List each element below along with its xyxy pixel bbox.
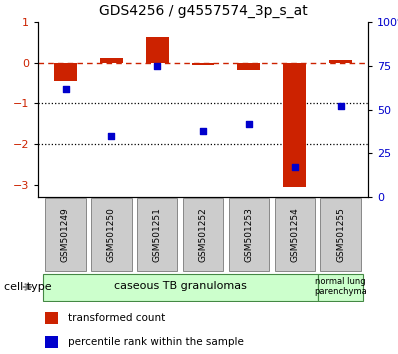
Bar: [329, 60, 352, 63]
Text: normal lung
parenchyma: normal lung parenchyma: [314, 277, 367, 296]
Title: GDS4256 / g4557574_3p_s_at: GDS4256 / g4557574_3p_s_at: [99, 4, 307, 18]
Bar: [283, 63, 306, 187]
Bar: [45, 336, 58, 348]
Bar: [45, 312, 58, 324]
Text: GSM501249: GSM501249: [61, 207, 70, 262]
Bar: [54, 63, 77, 81]
Text: GSM501250: GSM501250: [107, 207, 116, 262]
FancyBboxPatch shape: [318, 274, 363, 301]
Bar: [146, 38, 169, 63]
Text: caseous TB granulomas: caseous TB granulomas: [114, 281, 246, 291]
Text: GSM501251: GSM501251: [153, 207, 162, 262]
FancyBboxPatch shape: [43, 274, 318, 301]
Point: [108, 133, 115, 138]
Point: [154, 63, 160, 69]
Bar: [237, 63, 260, 70]
Point: [200, 128, 206, 133]
FancyBboxPatch shape: [229, 198, 269, 271]
Text: cell type: cell type: [4, 282, 52, 292]
Text: percentile rank within the sample: percentile rank within the sample: [68, 337, 244, 347]
FancyBboxPatch shape: [91, 198, 131, 271]
Text: GSM501252: GSM501252: [199, 207, 207, 262]
FancyBboxPatch shape: [320, 198, 361, 271]
FancyBboxPatch shape: [45, 198, 86, 271]
Point: [62, 86, 69, 91]
Point: [291, 164, 298, 170]
Text: transformed count: transformed count: [68, 313, 165, 323]
Point: [246, 121, 252, 126]
Text: GSM501253: GSM501253: [244, 207, 254, 262]
FancyBboxPatch shape: [137, 198, 178, 271]
Point: [338, 103, 344, 109]
Text: GSM501255: GSM501255: [336, 207, 345, 262]
Text: GSM501254: GSM501254: [290, 207, 299, 262]
Bar: [100, 58, 123, 63]
Bar: [191, 63, 215, 65]
FancyBboxPatch shape: [183, 198, 223, 271]
FancyBboxPatch shape: [275, 198, 315, 271]
